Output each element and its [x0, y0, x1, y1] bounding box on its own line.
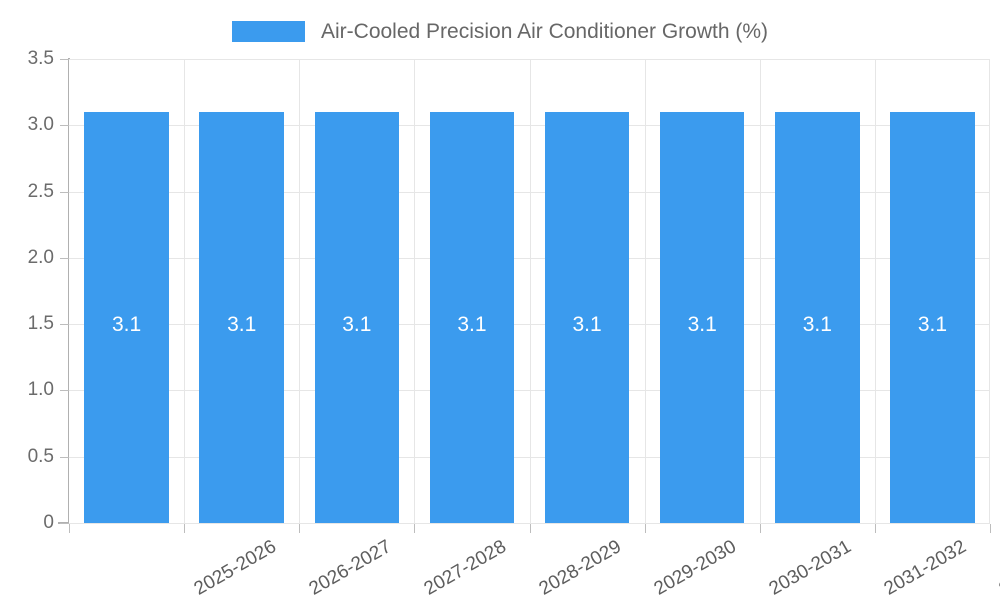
gridline-horizontal — [69, 59, 990, 60]
x-tick-mark — [299, 524, 300, 533]
legend-swatch-icon[interactable] — [232, 20, 305, 42]
gridline-vertical — [184, 59, 185, 523]
x-tick-label: 2026-2027 — [305, 536, 395, 600]
x-tick-label: 2030-2031 — [765, 536, 856, 600]
bar[interactable]: 3.1 — [199, 112, 284, 523]
y-tick-label: 3.0 — [27, 114, 54, 136]
gridline-horizontal — [69, 257, 990, 259]
bar-value-label: 3.1 — [917, 313, 948, 337]
x-tick-mark — [530, 524, 531, 533]
bar[interactable]: 3.1 — [429, 112, 515, 523]
gridline-vertical — [875, 59, 876, 523]
gridline-horizontal — [69, 324, 990, 326]
gridline-horizontal — [69, 125, 990, 127]
x-tick-label: 2031-2032 — [880, 536, 971, 600]
bar-value-label: 3.1 — [802, 313, 832, 337]
gridline-vertical — [760, 59, 761, 523]
x-tick-mark — [990, 524, 991, 533]
y-tick-mark — [60, 324, 69, 326]
y-tick-label: 2.0 — [27, 246, 54, 268]
bar[interactable]: 3.1 — [544, 112, 630, 523]
y-axis-labels: 0 0.5 1.0 1.5 2.0 2.5 3.0 3.5 — [0, 0, 58, 600]
y-tick-label: 1.0 — [27, 379, 54, 401]
y-tick-mark — [60, 523, 69, 524]
x-tick-mark — [414, 524, 415, 533]
y-tick-mark — [60, 257, 69, 259]
gridline-vertical — [530, 59, 531, 523]
x-tick-label: 2025-2026 — [190, 536, 280, 600]
x-tick-label: 2029-2030 — [650, 536, 740, 600]
x-tick-label: 2032-2033 — [996, 536, 1000, 600]
gridline-vertical — [645, 59, 646, 523]
y-tick-mark — [60, 191, 69, 193]
x-tick-label: 2027-2028 — [420, 536, 510, 600]
plot-area: 3.1 3.1 3.1 3.1 3.1 3.1 3.1 3.1 — [69, 59, 990, 524]
bar[interactable]: 3.1 — [775, 112, 860, 523]
bar-value-label: 3.1 — [342, 313, 372, 337]
y-tick-mark — [60, 390, 69, 392]
bar[interactable]: 3.1 — [890, 112, 975, 523]
bar-value-label: 3.1 — [687, 313, 717, 337]
x-tick-label: 2028-2029 — [535, 536, 625, 600]
chart-legend: Air-Cooled Precision Air Conditioner Gro… — [0, 14, 1000, 48]
bar-value-label: 3.1 — [227, 313, 257, 337]
y-tick-label: 0 — [43, 512, 54, 533]
x-tick-mark — [645, 524, 646, 533]
y-tick-label: 3.5 — [27, 48, 54, 69]
legend-label[interactable]: Air-Cooled Precision Air Conditioner Gro… — [321, 19, 768, 43]
bar[interactable]: 3.1 — [659, 112, 745, 523]
gridline-horizontal — [69, 523, 990, 524]
x-tick-mark — [760, 524, 761, 533]
y-tick-label: 0.5 — [27, 445, 54, 467]
gridline-vertical — [989, 59, 990, 523]
x-tick-mark — [875, 524, 876, 533]
y-tick-label: 1.5 — [27, 313, 54, 335]
gridline-vertical — [299, 59, 300, 523]
gridline-vertical — [414, 59, 415, 523]
gridline-horizontal — [69, 191, 990, 193]
x-tick-mark — [184, 524, 185, 533]
gridline-horizontal — [69, 456, 990, 458]
bar[interactable]: 3.1 — [84, 112, 169, 523]
y-tick-mark — [60, 456, 69, 458]
bar-value-label: 3.1 — [457, 313, 487, 337]
y-tick-label: 2.5 — [27, 180, 54, 202]
gridline-horizontal — [69, 390, 990, 392]
y-tick-mark — [60, 59, 69, 60]
bar-value-label: 3.1 — [572, 313, 602, 337]
bar[interactable]: 3.1 — [314, 112, 400, 523]
y-tick-mark — [60, 125, 69, 127]
x-tick-mark — [69, 524, 70, 533]
bar-value-label: 3.1 — [111, 313, 142, 337]
